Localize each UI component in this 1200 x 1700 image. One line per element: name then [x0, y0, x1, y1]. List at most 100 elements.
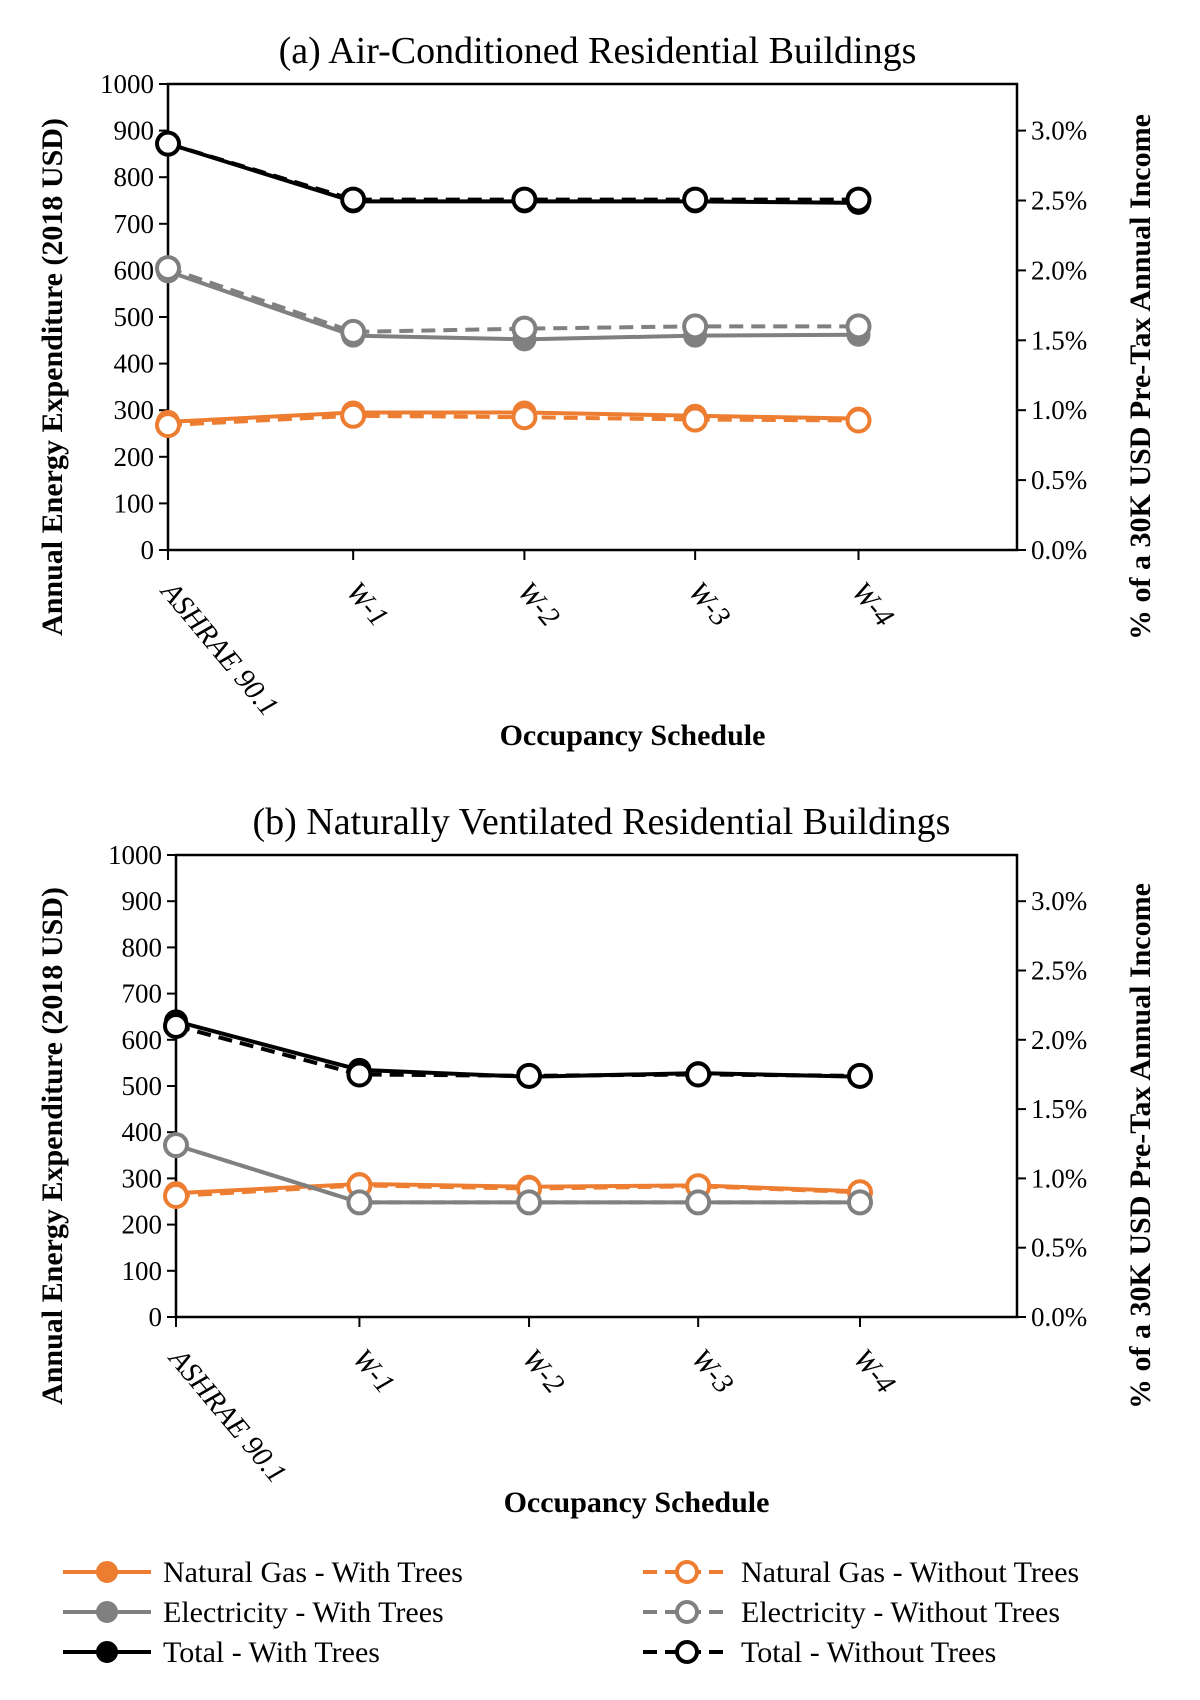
- y2-tick-label: 2.0%: [1031, 255, 1087, 285]
- legend-marker: [96, 1641, 118, 1663]
- x-tick-label: W-4: [847, 1343, 902, 1400]
- y2-tick-label: 1.5%: [1031, 325, 1087, 355]
- y2-tick-label: 1.0%: [1031, 1163, 1087, 1193]
- series-line: [167, 141, 859, 202]
- series-line: [175, 1024, 861, 1078]
- y2-tick-label: 1.5%: [1031, 1094, 1087, 1124]
- data-point: [845, 313, 872, 340]
- chart-title: (b) Naturally Ventilated Residential Bui…: [253, 801, 951, 843]
- y-tick-label: 400: [122, 1117, 163, 1147]
- y-tick-label: 800: [114, 162, 155, 192]
- data-point: [346, 1189, 373, 1216]
- y2-tick-label: 0.0%: [1031, 1302, 1087, 1332]
- y-tick-label: 100: [122, 1256, 163, 1286]
- y-tick-label: 300: [122, 1163, 163, 1193]
- legend: Natural Gas - With Trees Natural Gas - Wi…: [63, 1556, 1079, 1669]
- x-tick-label: ASHRAE 90.1: [161, 1341, 292, 1489]
- legend-label: Natural Gas - Without Trees: [741, 1556, 1079, 1589]
- x-tick-label: W-4: [845, 576, 900, 633]
- data-point: [163, 1012, 189, 1039]
- data-point: [511, 186, 538, 213]
- legend-marker: [96, 1561, 118, 1583]
- data-point: [845, 186, 872, 213]
- y2-tick-label: 0.5%: [1031, 1233, 1087, 1263]
- chart-b-naturally-ventilated: (b) Naturally Ventilated Residential Bui…: [36, 801, 1157, 1519]
- y2-tick-label: 3.0%: [1031, 886, 1087, 916]
- data-point: [511, 315, 538, 342]
- y-tick-label: 100: [114, 488, 155, 518]
- legend-label: Total - With Trees: [163, 1636, 380, 1669]
- x-axis-label: Occupancy Schedule: [504, 1486, 770, 1519]
- data-point: [846, 1189, 873, 1216]
- y-tick-label: 500: [122, 1071, 163, 1101]
- data-point: [155, 412, 181, 439]
- y2-tick-label: 0.0%: [1031, 535, 1087, 565]
- data-point: [682, 186, 709, 213]
- data-point: [685, 1189, 712, 1216]
- y-tick-label: 0: [149, 1302, 163, 1332]
- y-tick-label: 700: [122, 979, 163, 1009]
- y-tick-label: 900: [114, 116, 155, 146]
- data-point: [346, 1061, 373, 1088]
- y-tick-label: 0: [141, 535, 155, 565]
- data-point: [682, 406, 709, 433]
- data-point: [685, 1061, 712, 1088]
- y-tick-label: 200: [122, 1210, 163, 1240]
- legend-label: Natural Gas - With Trees: [163, 1556, 463, 1589]
- x-axis-label: Occupancy Schedule: [500, 719, 766, 752]
- data-point: [155, 130, 181, 157]
- y2-tick-label: 3.0%: [1031, 116, 1087, 146]
- legend-label: Total - Without Trees: [741, 1636, 996, 1669]
- legend-marker: [96, 1601, 118, 1623]
- x-tick-label: W-2: [511, 576, 566, 633]
- y2-tick-label: 1.0%: [1031, 395, 1087, 425]
- y2-tick-label: 0.5%: [1031, 465, 1087, 495]
- data-point: [155, 255, 181, 282]
- chart-title: (a) Air-Conditioned Residential Building…: [279, 30, 917, 72]
- data-point: [163, 1132, 189, 1159]
- y-tick-label: 600: [122, 1025, 163, 1055]
- y-axis-label: Annual Energy Expenditure (2018 USD): [36, 887, 69, 1405]
- legend-label: Electricity - Without Trees: [741, 1596, 1060, 1629]
- x-tick-label: W-3: [685, 1343, 740, 1400]
- x-tick-label: W-3: [682, 576, 737, 633]
- y-axis-label: Annual Energy Expenditure (2018 USD): [36, 118, 69, 636]
- x-tick-label: W-2: [516, 1343, 571, 1400]
- plot-frame: [174, 853, 1019, 1319]
- data-point: [516, 1062, 543, 1089]
- y-tick-label: 500: [114, 302, 155, 332]
- data-point: [340, 402, 367, 429]
- data-point: [846, 1062, 873, 1089]
- y2-axis-label: % of a 30K USD Pre-Tax Annual Income: [1124, 883, 1157, 1409]
- data-point: [845, 407, 872, 434]
- x-tick-label: ASHRAE 90.1: [153, 574, 284, 722]
- data-point: [682, 313, 709, 340]
- legend-label: Electricity - With Trees: [163, 1596, 444, 1629]
- y-tick-label: 700: [114, 209, 155, 239]
- y-tick-label: 900: [122, 886, 163, 916]
- data-point: [340, 186, 367, 213]
- y-tick-label: 1000: [108, 840, 162, 870]
- y-tick-label: 400: [114, 349, 155, 379]
- data-point: [516, 1189, 543, 1216]
- data-point: [340, 318, 367, 345]
- legend-marker: [675, 1560, 699, 1584]
- y-tick-label: 800: [122, 932, 163, 962]
- x-tick-label: W-1: [346, 1343, 401, 1400]
- y2-tick-label: 2.5%: [1031, 186, 1087, 216]
- legend-marker: [675, 1600, 699, 1624]
- y-tick-label: 300: [114, 395, 155, 425]
- chart-a-air-conditioned: (a) Air-Conditioned Residential Building…: [36, 30, 1157, 752]
- x-tick-label: W-1: [340, 576, 395, 633]
- y2-axis-label: % of a 30K USD Pre-Tax Annual Income: [1124, 114, 1157, 640]
- series-line: [175, 1019, 861, 1079]
- data-point: [511, 404, 538, 431]
- legend-marker: [675, 1640, 699, 1664]
- y2-tick-label: 2.0%: [1031, 1025, 1087, 1055]
- data-point: [163, 1182, 189, 1209]
- y2-tick-label: 2.5%: [1031, 956, 1087, 986]
- y-tick-label: 600: [114, 255, 155, 285]
- y-tick-label: 200: [114, 442, 155, 472]
- y-tick-label: 1000: [100, 69, 154, 99]
